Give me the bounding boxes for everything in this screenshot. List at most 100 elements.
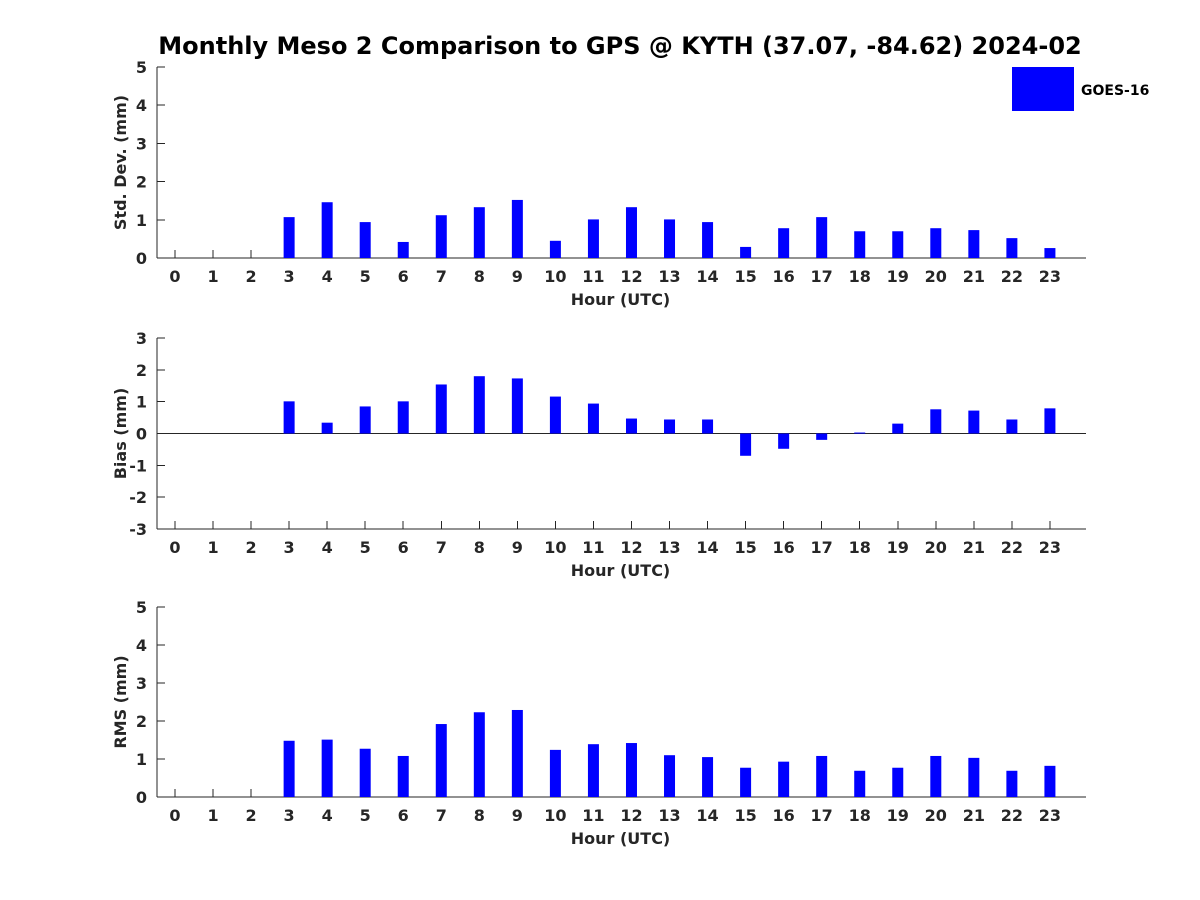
bar [968,757,980,797]
x-tick-label: 3 [284,267,295,286]
x-tick-label: 3 [284,806,295,825]
bar [702,757,714,797]
y-tick-label: 0 [136,425,147,444]
x-tick-label: 10 [544,806,566,825]
bar [778,761,790,797]
x-tick-label: 16 [773,538,795,557]
bar [435,724,447,797]
bar [1006,770,1018,797]
bar [664,219,676,258]
y-tick-label: -3 [129,520,147,539]
chart-title: Monthly Meso 2 Comparison to GPS @ KYTH … [158,32,1081,60]
x-tick-label: 19 [887,538,909,557]
x-tick-label: 4 [322,538,333,557]
y-tick-label: 2 [136,712,147,731]
bar [930,228,942,258]
bar [435,384,447,434]
x-tick-label: 12 [620,806,642,825]
bar [435,215,447,258]
x-axis-label: Hour (UTC) [571,561,671,580]
x-tick-label: 19 [887,806,909,825]
x-tick-label: 18 [849,538,871,557]
y-tick-label: 5 [136,58,147,77]
bar [740,767,752,797]
x-tick-label: 19 [887,267,909,286]
x-tick-label: 23 [1039,538,1061,557]
x-tick-label: 15 [734,267,756,286]
x-tick-label: 20 [925,806,947,825]
bar [625,418,637,434]
x-tick-label: 6 [398,267,409,286]
x-tick-label: 0 [169,806,180,825]
bar [892,231,904,258]
bar [587,744,599,797]
y-tick-label: 5 [136,598,147,617]
x-tick-label: 1 [207,538,218,557]
x-tick-label: 4 [322,267,333,286]
x-tick-label: 22 [1001,538,1023,557]
bar [511,378,523,434]
bar [968,410,980,434]
x-tick-label: 8 [474,806,485,825]
x-tick-label: 9 [512,806,523,825]
bar [511,199,523,258]
x-tick-label: 6 [398,806,409,825]
y-axis-label: Std. Dev. (mm) [111,95,130,230]
x-tick-label: 16 [773,806,795,825]
bar [283,740,295,797]
x-tick-label: 12 [620,267,642,286]
bar [892,767,904,797]
bar [892,423,904,434]
bar [397,241,409,258]
bar [397,755,409,797]
x-tick-label: 22 [1001,267,1023,286]
bar [702,222,714,258]
bar [625,207,637,258]
x-tick-label: 17 [811,806,833,825]
bar [473,376,485,434]
x-tick-label: 18 [849,267,871,286]
bar [664,419,676,434]
x-tick-label: 5 [360,806,371,825]
x-tick-label: 10 [544,267,566,286]
y-tick-label: 4 [136,636,147,655]
x-tick-label: 14 [696,267,718,286]
bar [359,748,371,797]
bar [854,231,866,258]
x-tick-label: 12 [620,538,642,557]
bar [1006,419,1018,434]
x-tick-label: 11 [582,267,604,286]
x-tick-label: 0 [169,538,180,557]
x-axis-label: Hour (UTC) [571,829,671,848]
x-tick-label: 2 [246,538,257,557]
bar [321,202,333,258]
bar [854,770,866,797]
x-axis-label: Hour (UTC) [571,290,671,309]
y-tick-label: 1 [136,393,147,412]
x-tick-label: 6 [398,538,409,557]
y-axis-label: Bias (mm) [111,388,130,480]
x-tick-label: 16 [773,267,795,286]
x-tick-label: 18 [849,806,871,825]
y-tick-label: 4 [136,96,147,115]
bar [359,406,371,434]
bar [778,228,790,258]
bar [816,755,828,797]
bar [321,422,333,434]
bar [1006,238,1018,258]
bar [625,743,637,797]
y-tick-label: 3 [136,674,147,693]
bar [359,222,371,258]
x-tick-label: 21 [963,538,985,557]
bar [930,409,942,434]
x-tick-label: 22 [1001,806,1023,825]
x-tick-label: 8 [474,538,485,557]
bar [740,246,752,258]
y-tick-label: -2 [129,488,147,507]
x-tick-label: 1 [207,267,218,286]
bar [664,755,676,797]
x-tick-label: 17 [811,267,833,286]
bar [321,739,333,797]
